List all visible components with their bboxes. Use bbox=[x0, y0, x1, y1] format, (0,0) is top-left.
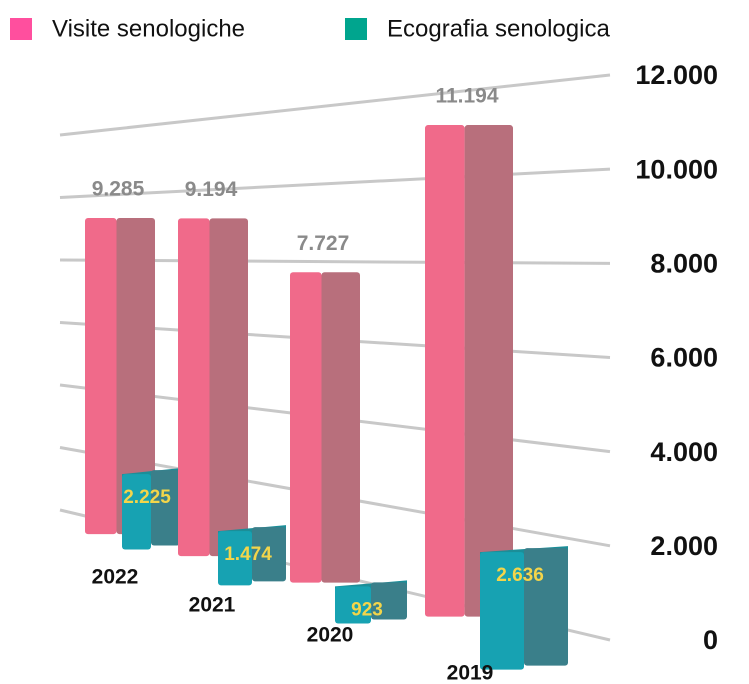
y-tick-label: 2.000 bbox=[650, 531, 718, 561]
data-label: 2.225 bbox=[123, 487, 171, 508]
x-tick-label: 2021 bbox=[189, 594, 236, 617]
bar bbox=[122, 474, 151, 550]
bar-side bbox=[209, 218, 248, 557]
bar bbox=[480, 552, 524, 670]
x-tick-label: 2019 bbox=[447, 662, 494, 684]
y-tick-label: 12.000 bbox=[635, 60, 718, 90]
bar-side bbox=[151, 470, 180, 546]
x-tick-label: 2020 bbox=[307, 624, 354, 647]
bar-side bbox=[252, 527, 286, 582]
y-tick-label: 0 bbox=[703, 625, 718, 655]
bar bbox=[290, 272, 322, 583]
bar-side bbox=[116, 217, 155, 535]
data-label: 2.636 bbox=[496, 565, 544, 586]
bar-side bbox=[464, 125, 513, 617]
legend-swatch bbox=[10, 18, 32, 40]
data-label: 923 bbox=[351, 599, 383, 620]
bar bbox=[218, 531, 252, 586]
y-tick-label: 4.000 bbox=[650, 437, 718, 467]
y-tick-label: 8.000 bbox=[650, 248, 718, 278]
y-tick-label: 6.000 bbox=[650, 343, 718, 373]
bar-side bbox=[321, 272, 360, 583]
x-tick-label: 2022 bbox=[92, 566, 139, 589]
bar bbox=[85, 217, 117, 535]
bar bbox=[335, 586, 371, 624]
bar bbox=[178, 218, 210, 557]
legend-label: Ecografia senologica bbox=[387, 15, 610, 42]
bar bbox=[425, 125, 465, 617]
data-label: 7.727 bbox=[297, 232, 350, 255]
grid-line bbox=[59, 167, 611, 199]
data-label: 9.194 bbox=[185, 178, 238, 201]
data-label: 1.474 bbox=[224, 544, 272, 565]
bar-side bbox=[524, 548, 568, 666]
data-label: 11.194 bbox=[435, 85, 498, 108]
bar-side bbox=[371, 582, 407, 620]
legend-label: Visite senologiche bbox=[52, 15, 245, 42]
grid-line bbox=[59, 73, 611, 137]
y-tick-label: 10.000 bbox=[635, 154, 718, 184]
legend-swatch bbox=[345, 18, 367, 40]
data-label: 9.285 bbox=[92, 178, 145, 201]
